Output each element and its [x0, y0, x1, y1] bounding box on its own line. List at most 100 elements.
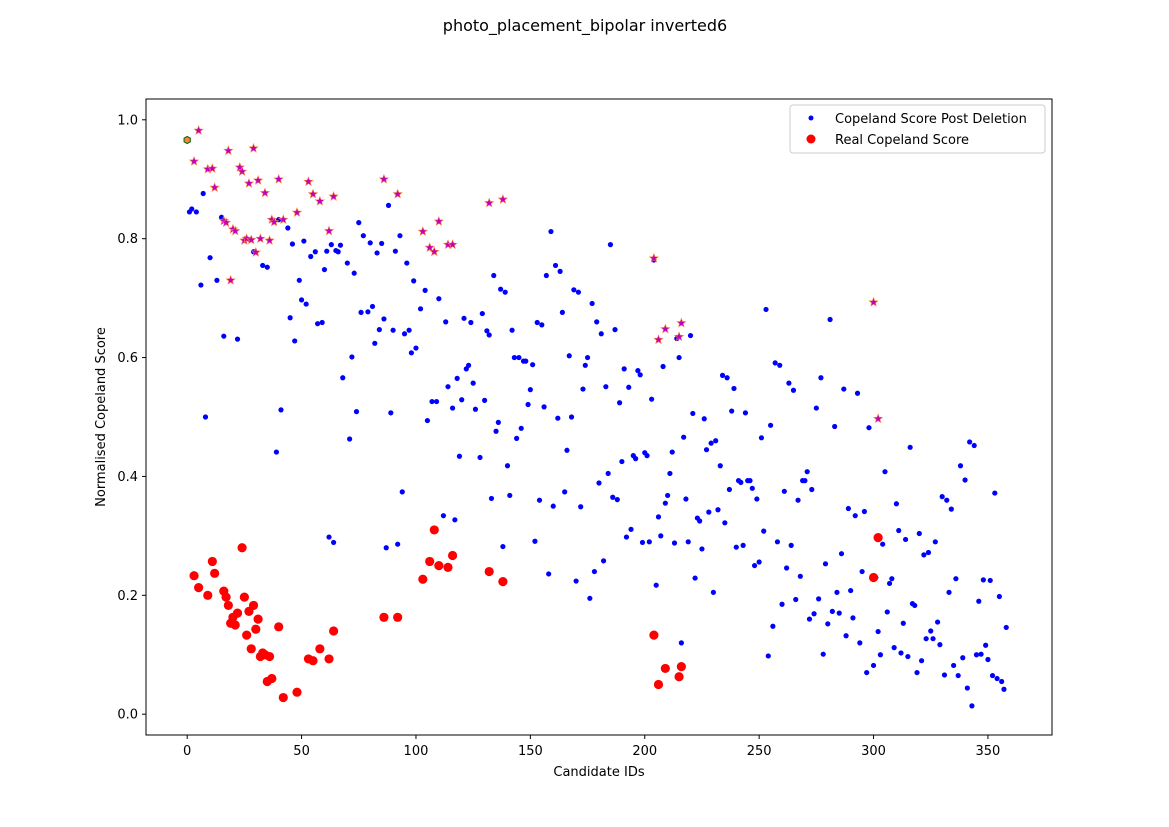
post-deletion-point — [843, 633, 849, 639]
post-deletion-point — [902, 536, 909, 543]
real-score-point — [676, 662, 686, 672]
post-deletion-point — [628, 526, 634, 532]
post-deletion-point — [822, 561, 829, 567]
post-deletion-point — [436, 296, 442, 302]
post-deletion-point — [848, 587, 854, 594]
post-deletion-point — [994, 675, 1000, 682]
post-deletion-point — [532, 538, 538, 544]
post-deletion-point — [594, 319, 600, 325]
post-deletion-point — [788, 542, 794, 548]
real-score-point — [207, 556, 217, 567]
post-deletion-point — [708, 440, 714, 446]
post-deletion-point — [944, 497, 950, 503]
post-deletion-point — [999, 678, 1005, 685]
real-score-point — [230, 620, 240, 630]
post-deletion-point — [726, 486, 733, 493]
highlight-star-point — [447, 239, 458, 250]
highlight-star-point — [188, 155, 200, 166]
highlight-star-point — [323, 225, 335, 236]
post-deletion-point — [507, 492, 513, 499]
post-deletion-point — [324, 248, 330, 254]
real-score-point — [443, 562, 453, 572]
post-deletion-point — [600, 558, 607, 564]
real-score-point — [873, 533, 883, 543]
post-deletion-point — [530, 362, 536, 368]
plot-frame — [145, 98, 1053, 736]
post-deletion-point — [527, 387, 533, 393]
post-deletion-point — [546, 571, 552, 577]
post-deletion-point — [356, 220, 362, 226]
highlight-star-point — [248, 142, 259, 153]
post-deletion-point — [754, 496, 760, 502]
real-score-point — [264, 651, 275, 662]
highlight-star-point — [653, 334, 664, 345]
post-deletion-point — [644, 453, 650, 459]
post-deletion-point — [852, 513, 858, 519]
post-deletion-point — [406, 327, 412, 333]
post-deletion-point — [845, 505, 851, 512]
post-deletion-point — [221, 333, 227, 339]
highlight-star-point — [673, 331, 685, 342]
post-deletion-point — [713, 438, 719, 444]
highlight-star-point — [225, 274, 236, 285]
post-deletion-point — [896, 527, 902, 534]
post-deletion-point — [976, 598, 982, 604]
post-deletion-point — [493, 428, 499, 434]
y-tick-label: 0.0 — [117, 708, 138, 723]
post-deletion-point — [987, 577, 993, 584]
post-deletion-point — [449, 405, 456, 411]
post-deletion-point — [465, 362, 472, 368]
real-score-point — [292, 687, 302, 697]
reference-point — [183, 135, 191, 145]
real-score-point — [194, 582, 204, 593]
post-deletion-point — [198, 282, 204, 288]
post-deletion-point — [404, 260, 410, 266]
post-deletion-point — [610, 494, 616, 500]
post-deletion-point — [971, 442, 977, 449]
post-deletion-point — [337, 242, 344, 248]
post-deletion-point — [827, 316, 833, 323]
post-deletion-point — [985, 656, 991, 663]
post-deletion-point — [774, 539, 781, 545]
real-score-point — [267, 673, 277, 684]
plot-area — [146, 99, 1052, 735]
highlight-star-point — [676, 317, 687, 328]
post-deletion-point — [580, 386, 586, 392]
post-deletion-point — [818, 375, 824, 381]
post-deletion-point — [996, 593, 1002, 600]
post-deletion-point — [724, 375, 730, 381]
post-deletion-point — [765, 653, 771, 659]
post-deletion-point — [781, 488, 787, 494]
post-deletion-point — [264, 264, 270, 270]
real-score-point — [308, 656, 318, 666]
real-score-point — [221, 592, 231, 602]
post-deletion-point — [433, 398, 440, 405]
post-deletion-point — [857, 640, 863, 646]
post-deletion-point — [365, 309, 371, 315]
x-tick-label: 200 — [632, 744, 657, 759]
highlight-star-point — [429, 246, 440, 257]
post-deletion-point — [479, 310, 485, 317]
real-score-point — [278, 692, 288, 703]
post-deletion-point — [260, 262, 266, 269]
highlight-star-point — [246, 234, 257, 245]
post-deletion-point — [308, 253, 314, 260]
real-score-point — [484, 566, 494, 577]
post-deletion-point — [834, 589, 840, 595]
post-deletion-point — [568, 414, 575, 420]
post-deletion-point — [411, 278, 417, 284]
post-deletion-point — [358, 309, 364, 315]
post-deletion-point — [367, 240, 373, 246]
post-deletion-point — [813, 405, 819, 411]
post-deletion-point — [202, 414, 209, 420]
post-deletion-point — [722, 520, 728, 526]
highlight-star-point — [417, 226, 428, 236]
post-deletion-point — [683, 496, 689, 502]
post-deletion-point — [916, 530, 922, 537]
real-score-point — [379, 612, 389, 622]
highlight-star-point — [252, 175, 264, 185]
post-deletion-point — [806, 616, 813, 622]
post-deletion-point — [559, 309, 565, 315]
real-score-point — [447, 550, 458, 561]
